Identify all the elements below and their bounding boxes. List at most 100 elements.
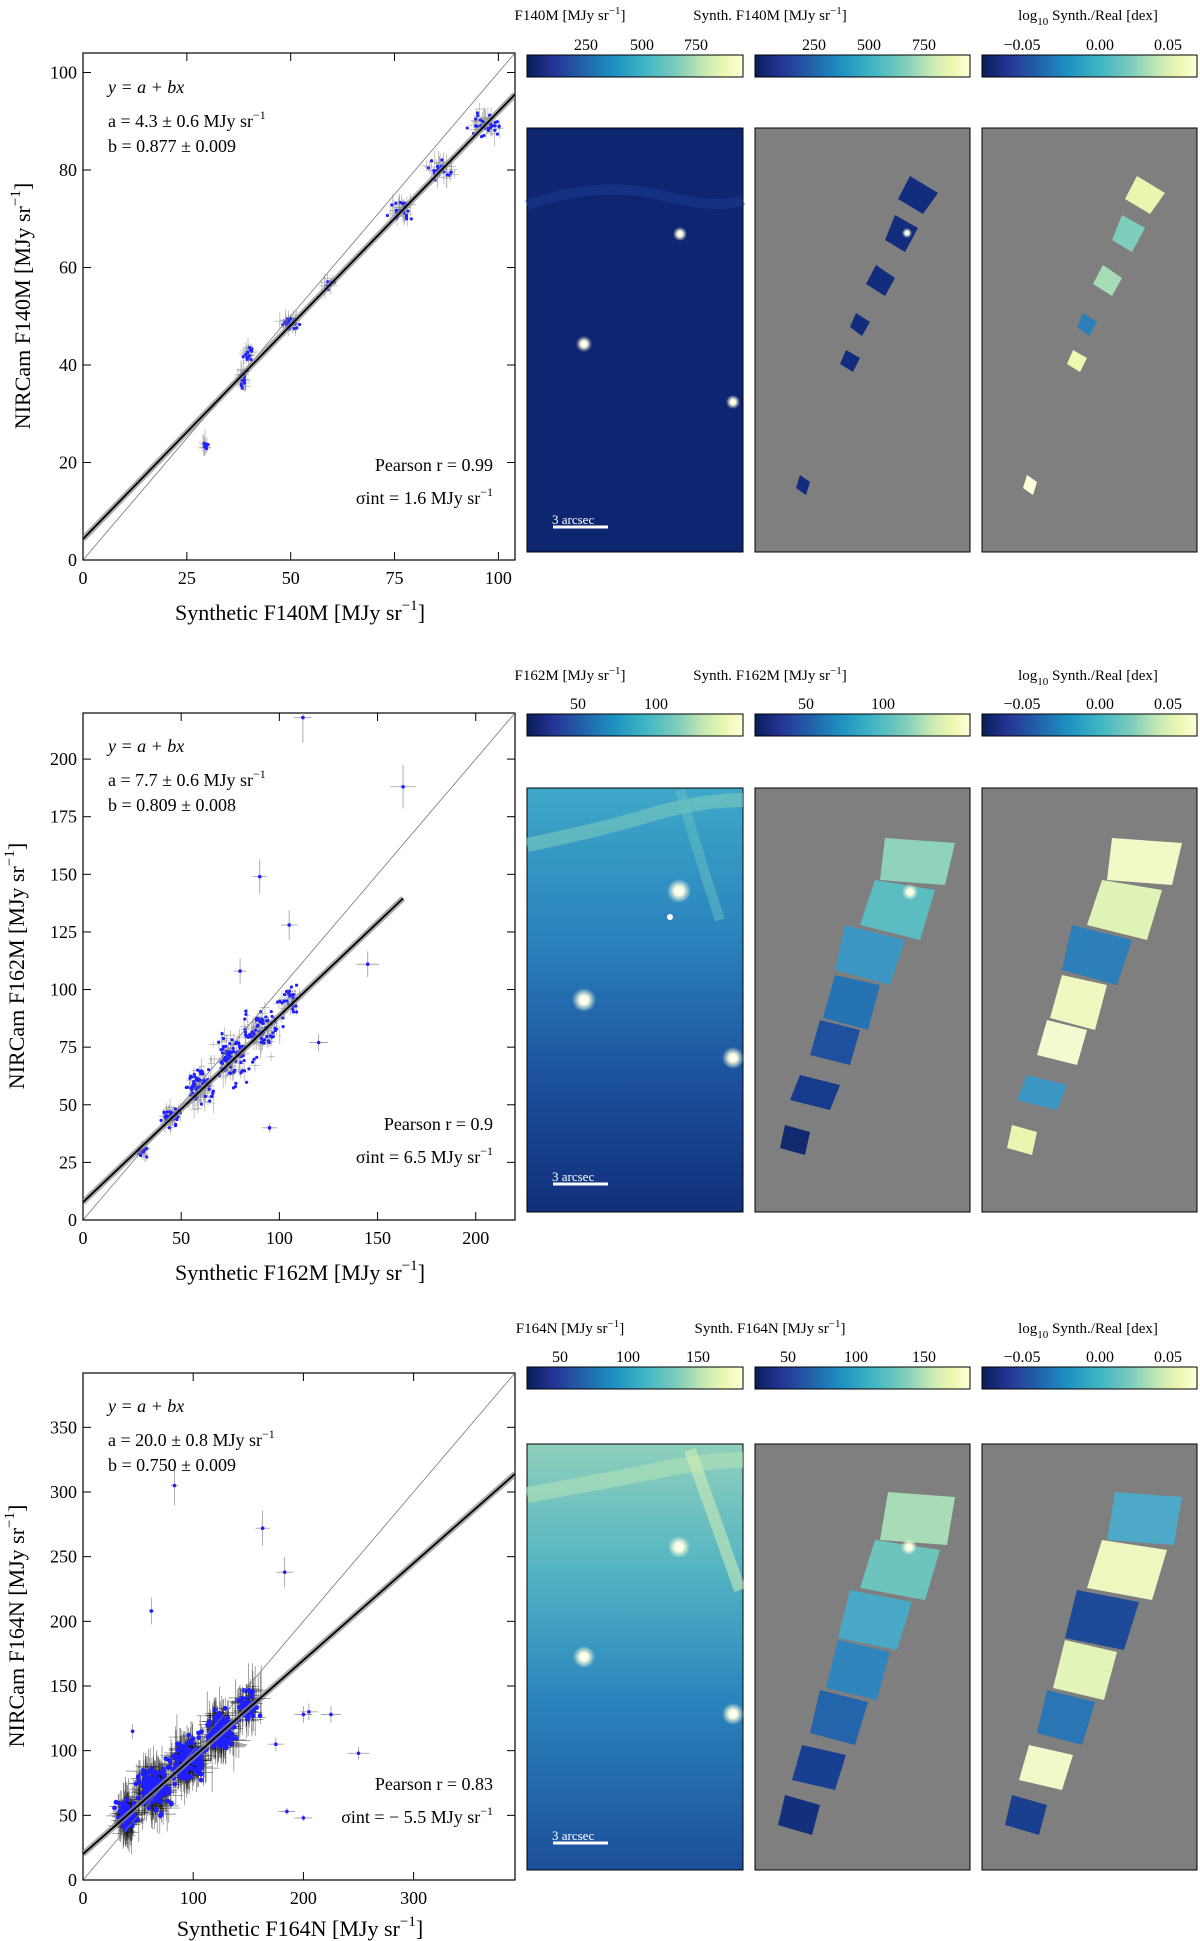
colorbar-tick: 0.05: [1154, 1349, 1182, 1366]
data-point: [230, 1038, 234, 1042]
colorbar-label: log10 Synth./Real [dex]: [1018, 668, 1158, 688]
map-synth-f164n: [754, 1443, 971, 1871]
y-tick-label: 200: [50, 749, 77, 769]
data-point: [404, 215, 409, 219]
fit-line: [83, 93, 515, 540]
data-point: [162, 1792, 167, 1797]
x-tick-label: 200: [290, 1888, 317, 1908]
data-point: [259, 1040, 263, 1044]
data-point: [166, 1757, 172, 1763]
data-point: [159, 1118, 163, 1122]
data-point: [219, 1739, 225, 1745]
colorbar-label: Synth. F140M [MJy sr−1]: [693, 5, 846, 24]
data-point: [270, 1014, 274, 1019]
colorbar-ratio-f164n: log10 Synth./Real [dex] −0.05 0.00 0.05: [981, 1321, 1198, 1390]
data-point: [207, 1718, 212, 1724]
map-synth-f140m: [754, 127, 971, 553]
colorbar-tick: −0.05: [1003, 37, 1040, 54]
colorbar-gradient: [981, 713, 1198, 737]
sigma-label: σint = 1.6 MJy sr−1: [356, 485, 493, 508]
data-point: [240, 386, 244, 390]
fit-equation: y = a + bx: [106, 736, 184, 756]
star: [572, 988, 596, 1012]
data-point: [243, 1017, 247, 1021]
ratio-patches: [1005, 1492, 1182, 1835]
data-point: [295, 1010, 299, 1014]
data-point: [173, 1124, 178, 1128]
y-tick-label: 350: [50, 1417, 77, 1437]
colorbar-tick: 750: [684, 37, 708, 54]
data-point: [243, 1688, 248, 1694]
data-point: [255, 1055, 259, 1059]
data-point: [248, 346, 252, 350]
star: [668, 1536, 690, 1558]
y-tick-label: 0: [68, 550, 77, 570]
data-point: [301, 1816, 306, 1820]
data-point: [135, 1795, 141, 1801]
data-point: [239, 1060, 243, 1065]
data-point: [278, 999, 282, 1003]
data-point: [482, 133, 486, 138]
map-real-f164n: 3 arcsec: [525, 1443, 746, 1871]
data-point: [256, 1023, 260, 1027]
data-point: [198, 1777, 204, 1783]
data-point: [123, 1822, 129, 1828]
data-point: [136, 1773, 141, 1779]
colorbar-tick: 150: [912, 1349, 936, 1366]
data-point: [356, 1751, 361, 1756]
colorbar-gradient: [981, 54, 1198, 78]
fit-lines: [83, 1373, 515, 1880]
data-point: [426, 166, 430, 170]
star: [722, 1047, 744, 1069]
data-point: [440, 158, 444, 162]
one-to-one-line: [83, 1373, 515, 1880]
pearson-label: Pearson r = 0.9: [384, 1114, 493, 1134]
scalebar-label: 3 arcsec: [552, 512, 594, 527]
data-point: [246, 355, 250, 359]
data-point: [242, 1058, 246, 1063]
data-point: [220, 1060, 224, 1064]
data-point: [244, 1701, 249, 1706]
data-point: [147, 1768, 153, 1774]
data-point: [447, 173, 451, 177]
data-point: [221, 1036, 226, 1041]
colorbar-synth-f164n: Synth. F164N [MJy sr−1] 50 100 150: [695, 1318, 971, 1390]
data-point: [292, 327, 296, 331]
data-point: [252, 1057, 256, 1061]
data-point: [253, 1028, 258, 1032]
data-point: [248, 1032, 252, 1037]
data-point: [145, 1155, 149, 1159]
colorbar-real-f140m: F140M [MJy sr−1] 250 500 750: [515, 5, 744, 78]
data-point: [142, 1781, 148, 1787]
data-point: [211, 1091, 215, 1095]
data-point: [475, 111, 480, 115]
data-point: [203, 445, 207, 449]
data-point: [140, 1771, 146, 1777]
data-point: [158, 1813, 163, 1819]
data-point: [156, 1795, 162, 1801]
data-point: [188, 1774, 194, 1780]
data-point: [184, 1085, 188, 1090]
x-tick-label: 150: [364, 1228, 391, 1248]
star: [667, 879, 691, 903]
scatter-panel-f162m: 0 50 100 150 200 0 25 50 75 100 125 150 175 200 y = a…: [2, 712, 516, 1285]
data-point: [294, 1004, 298, 1008]
data-point: [199, 1765, 204, 1771]
x-tick-label: 25: [178, 568, 196, 588]
data-point: [212, 1707, 218, 1713]
data-point: [298, 322, 302, 327]
data-point: [186, 1732, 192, 1738]
data-point: [270, 1035, 274, 1039]
colorbar-gradient: [754, 1366, 971, 1390]
data-point: [401, 784, 405, 789]
data-point: [243, 1696, 249, 1701]
colorbar-gradient: [526, 1366, 744, 1390]
data-point: [495, 132, 500, 136]
nebula-filament: [525, 793, 744, 852]
nebula-filament: [675, 788, 725, 922]
data-point: [223, 1745, 229, 1751]
data-point: [365, 962, 370, 966]
colorbar-gradient: [754, 713, 971, 737]
data-point: [271, 1031, 275, 1035]
y-tick-label: 200: [50, 1611, 77, 1631]
